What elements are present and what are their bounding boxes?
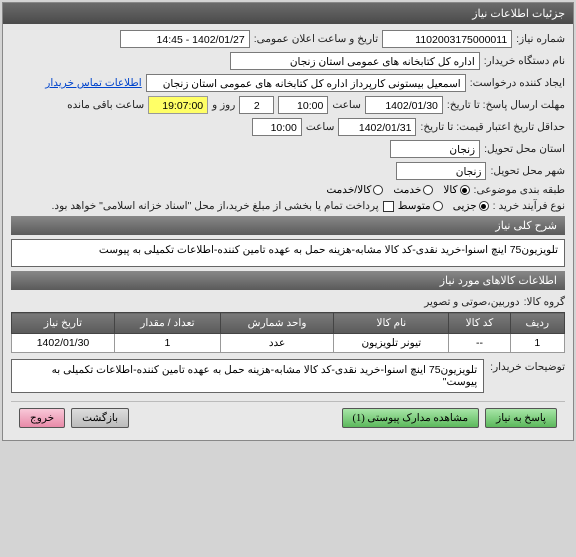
radio-dot-icon: [373, 185, 383, 195]
city-field: زنجان: [396, 162, 486, 180]
creator-field: اسمعیل بیستونی کارپرداز اداره کل کتابخان…: [146, 74, 466, 92]
details-window: جزئیات اطلاعات نیاز شماره نیاز: 11020031…: [2, 2, 574, 441]
deadline-time-field: 10:00: [278, 96, 328, 114]
treasury-checkbox[interactable]: [383, 201, 394, 212]
desc-box: تلویزیون75 اینچ اسنوا-خرید نقدی-کد کالا …: [11, 239, 565, 267]
items-table: ردیف کد کالا نام کالا واحد شمارش تعداد /…: [11, 312, 565, 353]
respond-button[interactable]: پاسخ به نیاز: [485, 408, 557, 428]
attachments-button[interactable]: مشاهده مدارک پیوستی (1): [342, 408, 480, 428]
radio-goods-service[interactable]: کالا/خدمت: [326, 184, 383, 196]
remain-label: ساعت باقی مانده: [67, 99, 144, 111]
buyer-notes-box: تلویزیون75 اینچ اسنوا-خرید نقدی-کد کالا …: [11, 359, 484, 393]
radio-dot-icon: [460, 185, 470, 195]
remain-time-field: 19:07:00: [148, 96, 208, 114]
radio-medium[interactable]: متوسط: [398, 200, 443, 212]
province-exec-label: استان محل تحویل:: [484, 143, 565, 155]
deadline-label: مهلت ارسال پاسخ: تا تاریخ:: [447, 99, 565, 111]
bottom-bar: پاسخ به نیاز مشاهده مدارک پیوستی (1) باز…: [11, 401, 565, 434]
need-no-label: شماره نیاز:: [516, 33, 565, 45]
radio-dot-icon: [479, 201, 489, 211]
announce-label: تاریخ و ساعت اعلان عمومی:: [254, 33, 378, 45]
creator-label: ایجاد کننده درخواست:: [470, 77, 565, 89]
col-idx: ردیف: [510, 313, 564, 334]
group-label: گروه کالا:: [524, 296, 565, 308]
valid-time-field: 10:00: [252, 118, 302, 136]
cell-code: --: [449, 334, 510, 353]
col-code: کد کالا: [449, 313, 510, 334]
col-qty: تعداد / مقدار: [115, 313, 221, 334]
spacer: [135, 408, 335, 428]
group-val: دوربین،صوتی و تصویر: [424, 296, 519, 308]
category-label: طبقه بندی موضوعی:: [474, 184, 565, 196]
time-label-1: ساعت: [332, 99, 361, 111]
radio-service[interactable]: خدمت: [393, 184, 433, 196]
deadline-date-field: 1402/01/30: [365, 96, 443, 114]
radio-dot-icon: [433, 201, 443, 211]
desc-section-header: شرح کلی نیاز: [11, 216, 565, 235]
days-field: 2: [239, 96, 274, 114]
back-button[interactable]: بازگشت: [71, 408, 129, 428]
cell-idx: 1: [510, 334, 564, 353]
time-label-2: ساعت: [306, 121, 335, 133]
cell-unit: عدد: [220, 334, 334, 353]
buyer-notes-row: توضیحات خریدار: تلویزیون75 اینچ اسنوا-خر…: [11, 359, 565, 393]
contact-link[interactable]: اطلاعات تماس خریدار: [45, 77, 141, 89]
table-row[interactable]: 1 -- تیونر تلویزیون عدد 1 1402/01/30: [12, 334, 565, 353]
valid-label: حداقل تاریخ اعتبار قیمت: تا تاریخ:: [420, 121, 565, 133]
items-section-header: اطلاعات کالاهای مورد نیاز: [11, 271, 565, 290]
days-label: روز و: [212, 99, 235, 111]
window-title: جزئیات اطلاعات نیاز: [3, 3, 573, 24]
col-unit: واحد شمارش: [220, 313, 334, 334]
cell-qty: 1: [115, 334, 221, 353]
valid-date-field: 1402/01/31: [338, 118, 416, 136]
cell-date: 1402/01/30: [12, 334, 115, 353]
need-no-field: 1102003175000011: [382, 30, 512, 48]
purchase-type-radio-group: جزیی متوسط: [398, 200, 489, 212]
buyer-org-label: نام دستگاه خریدار:: [484, 55, 565, 67]
radio-goods[interactable]: کالا: [443, 184, 469, 196]
exit-button[interactable]: خروج: [19, 408, 65, 428]
buyer-org-field: اداره کل کتابخانه های عمومی استان زنجان: [230, 52, 480, 70]
purchase-type-label: نوع فرآیند خرید :: [493, 200, 565, 212]
buyer-notes-label: توضیحات خریدار:: [490, 359, 565, 393]
announce-field: 1402/01/27 - 14:45: [120, 30, 250, 48]
province-exec-field: زنجان: [390, 140, 480, 158]
city-label: شهر محل تحویل:: [490, 165, 565, 177]
col-date: تاریخ نیاز: [12, 313, 115, 334]
table-header-row: ردیف کد کالا نام کالا واحد شمارش تعداد /…: [12, 313, 565, 334]
form-area: شماره نیاز: 1102003175000011 تاریخ و ساع…: [3, 24, 573, 440]
pay-note: پرداخت تمام یا بخشی از مبلغ خرید،از محل …: [52, 200, 379, 212]
col-name: نام کالا: [334, 313, 449, 334]
radio-partial[interactable]: جزیی: [453, 200, 489, 212]
radio-dot-icon: [423, 185, 433, 195]
category-radio-group: کالا خدمت کالا/خدمت: [326, 184, 469, 196]
cell-name: تیونر تلویزیون: [334, 334, 449, 353]
